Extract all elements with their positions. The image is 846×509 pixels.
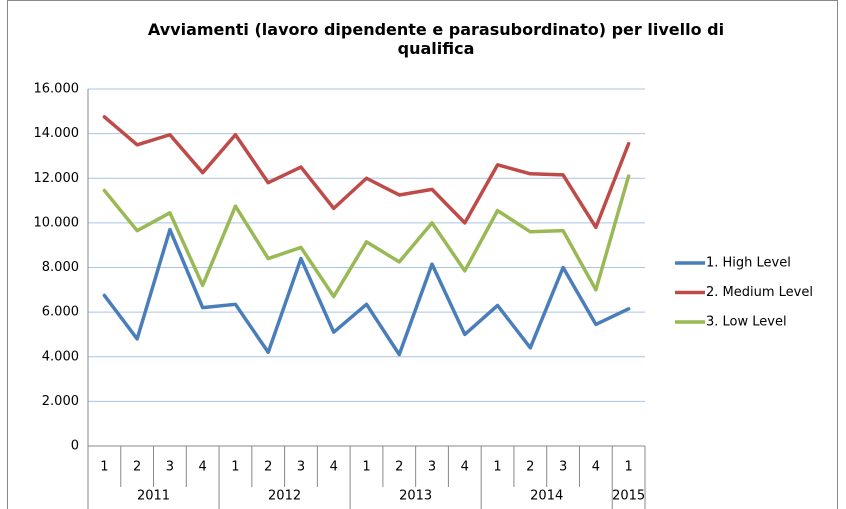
x-tick-label: 1 (624, 460, 632, 475)
y-tick-label: 12.000 (34, 171, 80, 186)
x-tick-label: 1 (493, 460, 501, 475)
x-tick-label: 2 (133, 460, 141, 475)
x-tick-label: 4 (330, 460, 338, 475)
x-tick-label: 3 (559, 460, 567, 475)
x-tick-label: 1 (231, 460, 239, 475)
y-tick-label: 6.000 (42, 305, 79, 320)
series-line (102, 227, 631, 357)
y-tick-label: 8.000 (42, 260, 79, 275)
chart-border (7, 0, 838, 509)
y-tick-label: 16.000 (34, 82, 80, 97)
x-tick-label: 2 (395, 460, 403, 475)
y-tick-label: 14.000 (34, 126, 80, 141)
x-tick-label: 4 (592, 460, 600, 475)
x-tick-label: 3 (297, 460, 305, 475)
x-tick-label: 1 (362, 460, 370, 475)
group-label: 2012 (268, 489, 301, 504)
x-tick-label: 4 (199, 460, 207, 475)
group-label: 2015 (612, 489, 645, 504)
x-tick-label: 3 (166, 460, 174, 475)
x-tick-label: 3 (428, 460, 436, 475)
y-tick-label: 4.000 (42, 349, 79, 364)
group-label: 2014 (530, 489, 563, 504)
x-tick-label: 1 (100, 460, 108, 475)
legend-label: 1. High Level (706, 256, 791, 271)
x-tick-label: 2 (264, 460, 272, 475)
series-line (102, 115, 631, 230)
group-label: 2013 (399, 489, 432, 504)
chart-title: Avviamenti (lavoro dipendente e parasubo… (147, 20, 725, 58)
x-tick-label: 2 (526, 460, 534, 475)
series-line (102, 174, 631, 299)
y-tick-label: 10.000 (34, 215, 80, 230)
x-tick-label: 4 (461, 460, 469, 475)
legend-label: 3. Low Level (706, 315, 787, 330)
legend-label: 2. Medium Level (706, 285, 813, 300)
group-label: 2011 (137, 489, 170, 504)
y-tick-label: 0 (71, 439, 79, 454)
y-tick-label: 2.000 (42, 394, 79, 409)
